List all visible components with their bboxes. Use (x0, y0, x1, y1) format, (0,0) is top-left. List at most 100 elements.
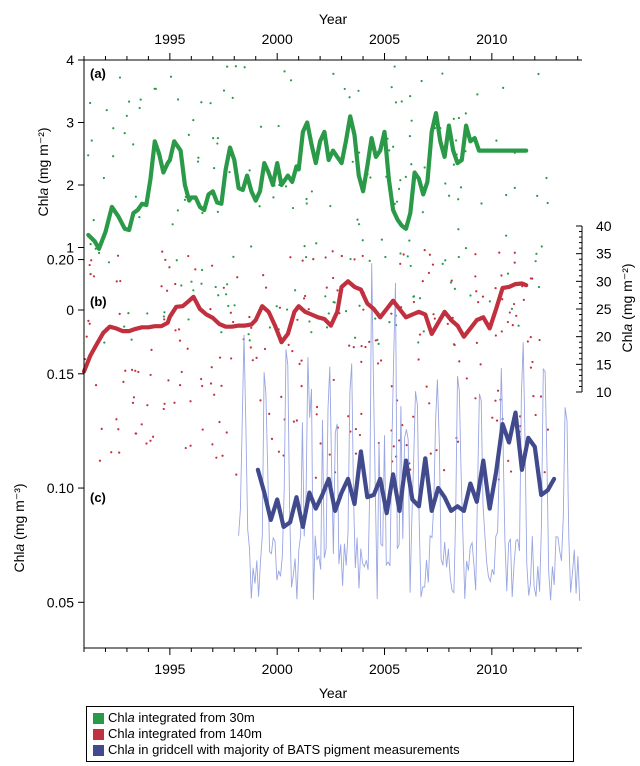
scatter-point (501, 298, 504, 301)
scatter-point (200, 268, 204, 272)
scatter-point (289, 79, 293, 82)
scatter-point (213, 167, 216, 170)
legend-item: Chla in gridcell with majority of BATS p… (93, 742, 567, 758)
scatter-point (222, 89, 226, 92)
scatter-point (216, 142, 219, 145)
y-axis-title-b: Chla (mg m⁻²) (619, 263, 635, 352)
scatter-point (535, 252, 538, 255)
scatter-point (277, 450, 281, 453)
scatter-point (368, 340, 371, 343)
scatter-point (222, 286, 225, 289)
scatter-point (187, 254, 190, 258)
scatter-point (474, 275, 477, 278)
scatter-point (146, 404, 149, 407)
scatter-point (85, 335, 88, 338)
scatter-point (392, 445, 395, 448)
scatter-point (190, 280, 193, 283)
scatter-point (358, 304, 361, 307)
scatter-point (390, 86, 393, 89)
tick-label: 2 (66, 177, 74, 193)
scatter-point (87, 154, 90, 157)
scatter-point (491, 416, 494, 419)
scatter-point (452, 163, 455, 166)
scatter-point (475, 290, 478, 293)
scatter-point (263, 347, 267, 351)
scatter-point (167, 379, 170, 382)
scatter-point (352, 345, 355, 349)
scatter-point (433, 317, 436, 320)
scatter-point (258, 205, 261, 208)
scatter-point (340, 254, 343, 258)
scatter-point (226, 65, 229, 68)
scatter-point (354, 427, 358, 431)
scatter-point (400, 100, 403, 103)
scatter-point (259, 125, 263, 128)
scatter-point (307, 308, 310, 311)
scatter-point (531, 360, 534, 364)
scatter-point (118, 451, 121, 454)
scatter-point (103, 341, 106, 344)
tick-label: 0.05 (47, 594, 74, 610)
scatter-point (469, 294, 472, 297)
scatter-point (200, 101, 203, 104)
scatter-point (233, 304, 236, 307)
scatter-point (513, 186, 516, 189)
scatter-point (152, 435, 155, 438)
scatter-point (480, 202, 483, 205)
scatter-point (348, 96, 351, 99)
scatter-point (162, 407, 165, 411)
scatter-point (546, 201, 549, 205)
tick-label: 40 (596, 218, 612, 234)
scatter-point (298, 362, 301, 365)
scatter-point (235, 473, 238, 476)
scatter-point (540, 245, 543, 248)
scatter-point (479, 363, 482, 366)
scatter-point (495, 139, 498, 142)
scatter-point (304, 294, 307, 298)
scatter-point (422, 330, 425, 333)
scatter-point (211, 264, 214, 267)
scatter-point (224, 293, 228, 296)
scatter-point (305, 202, 308, 205)
scatter-point (357, 223, 361, 226)
series-line-gridcell-raw (238, 263, 581, 601)
scatter-point (262, 274, 265, 277)
scatter-point (513, 261, 516, 264)
scatter-point (347, 415, 350, 418)
scatter-point (280, 395, 283, 398)
scatter-point (388, 321, 391, 324)
scatter-point (215, 456, 218, 459)
scatter-point (217, 294, 220, 297)
scatter-point (225, 431, 228, 434)
scatter-point (506, 272, 510, 275)
scatter-point (300, 385, 303, 388)
tick-label: 1995 (154, 661, 185, 677)
scatter-point (408, 239, 411, 242)
scatter-point (312, 258, 315, 261)
scatter-point (247, 333, 250, 336)
scatter-point (529, 366, 533, 369)
scatter-point (289, 256, 292, 259)
scatter-point (447, 194, 451, 197)
scatter-point (160, 285, 163, 288)
scatter-point (127, 311, 130, 315)
tick-label: 35 (596, 246, 612, 262)
series-line (86, 111, 529, 251)
scatter-point (511, 323, 514, 327)
scatter-point (421, 280, 424, 283)
scatter-point (399, 179, 402, 182)
scatter-point (475, 341, 478, 344)
scatter-point (232, 255, 235, 258)
scatter-point (442, 469, 446, 472)
scatter-point (509, 470, 513, 473)
scatter-point (519, 415, 522, 418)
scatter-point (189, 400, 192, 403)
scatter-point (275, 305, 278, 308)
scatter-point (380, 238, 383, 241)
scatter-point (138, 106, 141, 110)
scatter-point (526, 340, 529, 343)
scatter-point (285, 308, 289, 311)
scatter-point (349, 430, 352, 433)
legend: Chla integrated from 30m Chla integrated… (86, 706, 574, 762)
scatter-point (89, 101, 92, 105)
